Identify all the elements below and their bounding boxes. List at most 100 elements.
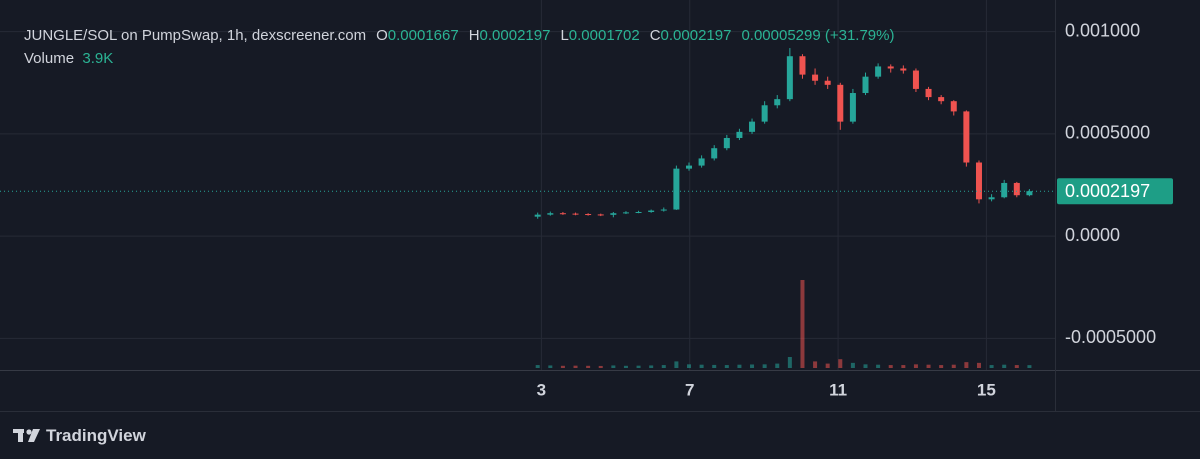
volume-bar bbox=[964, 362, 969, 368]
volume-bar bbox=[800, 280, 805, 368]
ohlc-value: 0.0002197 bbox=[479, 27, 551, 44]
candle-body bbox=[547, 213, 554, 215]
x-tick-label: 11 bbox=[829, 380, 847, 399]
x-tick-label: 3 bbox=[537, 380, 546, 399]
candle-body bbox=[1026, 191, 1033, 196]
volume-bar bbox=[825, 363, 830, 368]
volume-bar bbox=[623, 365, 628, 368]
volume-bar bbox=[535, 365, 540, 368]
volume-bar bbox=[548, 365, 553, 368]
candle-body bbox=[912, 70, 919, 89]
volume-bar bbox=[989, 365, 994, 368]
ohlc-key: C bbox=[649, 27, 661, 44]
last-price-box bbox=[1057, 178, 1173, 205]
ohlc-value: 0.0002197 bbox=[660, 27, 732, 44]
last-price-label: 0.0002197 bbox=[1065, 181, 1150, 201]
volume-bar bbox=[838, 359, 843, 368]
volume-bar bbox=[775, 363, 780, 368]
candle-body bbox=[673, 168, 680, 210]
candle-body bbox=[774, 99, 781, 106]
volume-bar bbox=[750, 364, 755, 368]
volume-bar bbox=[787, 357, 792, 368]
x-tick-label: 7 bbox=[685, 380, 694, 399]
candle-body bbox=[761, 105, 768, 122]
ohlc-key: H bbox=[468, 27, 480, 44]
candle-body bbox=[660, 209, 667, 211]
candle-body bbox=[597, 214, 604, 216]
ohlc-value: 0.0001667 bbox=[387, 27, 459, 44]
candle-body bbox=[837, 84, 844, 122]
candle-body bbox=[950, 101, 957, 112]
volume-bar bbox=[712, 364, 717, 368]
candle-body bbox=[635, 211, 642, 213]
ohlc-key: L bbox=[560, 27, 569, 44]
volume-line: Volume 3.9K bbox=[24, 47, 894, 70]
y-tick-label: 0.0000 bbox=[1065, 225, 1120, 245]
volume-bar bbox=[636, 365, 641, 368]
candle-body bbox=[711, 148, 718, 159]
volume-bar bbox=[686, 364, 691, 368]
y-tick-label: -0.0005000 bbox=[1065, 327, 1156, 347]
candle-body bbox=[685, 165, 692, 169]
volume-bar bbox=[661, 365, 666, 368]
volume-bar bbox=[573, 365, 578, 368]
candle-body bbox=[585, 214, 592, 216]
volume-bar bbox=[850, 362, 855, 368]
volume-bar bbox=[598, 365, 603, 368]
volume-bar bbox=[863, 364, 868, 368]
candle-body bbox=[799, 56, 806, 75]
volume-bar bbox=[724, 365, 729, 368]
candle-body bbox=[975, 162, 982, 200]
volume-bar bbox=[888, 365, 893, 368]
volume-bar bbox=[762, 364, 767, 368]
candle-body bbox=[925, 88, 932, 98]
y-tick-label: 0.001000 bbox=[1065, 20, 1140, 40]
volume-bar bbox=[611, 365, 616, 368]
volume-bar bbox=[586, 365, 591, 368]
candle-body bbox=[698, 158, 705, 166]
chart-title: JUNGLE/SOL on PumpSwap, 1h, dexscreener.… bbox=[24, 27, 367, 44]
volume-bar bbox=[699, 364, 704, 368]
volume-bar bbox=[876, 364, 881, 368]
volume-bar bbox=[901, 365, 906, 368]
candle-body bbox=[824, 80, 831, 85]
volume-bar bbox=[674, 361, 679, 368]
candle-body bbox=[736, 131, 743, 138]
candle-body bbox=[812, 74, 819, 81]
volume-value: 3.9K bbox=[82, 50, 114, 67]
candle-body bbox=[1001, 182, 1008, 198]
candle-body bbox=[938, 97, 945, 102]
change-pct: (+31.79%) bbox=[824, 27, 895, 44]
candle-body bbox=[875, 66, 882, 77]
volume-bar bbox=[1002, 364, 1007, 368]
candle-body bbox=[622, 212, 629, 214]
volume-bar bbox=[913, 364, 918, 368]
footer: TradingView bbox=[0, 411, 1200, 459]
header-line: JUNGLE/SOL on PumpSwap, 1h, dexscreener.… bbox=[24, 24, 894, 47]
ohlc-legend: O0.0001667 H0.0002197 L0.0001702 C0.0002197 bbox=[366, 27, 731, 44]
volume-bar bbox=[1027, 365, 1032, 368]
volume-bar bbox=[951, 364, 956, 368]
candle-body bbox=[887, 66, 894, 69]
candle-body bbox=[559, 213, 566, 215]
candle-body bbox=[648, 210, 655, 212]
volume-label: Volume bbox=[24, 50, 75, 67]
candle-body bbox=[610, 213, 617, 215]
candle-body bbox=[749, 121, 756, 132]
volume-bar bbox=[737, 364, 742, 368]
volume-bar bbox=[813, 361, 818, 368]
candle-body bbox=[988, 197, 995, 200]
candle-body bbox=[900, 68, 907, 71]
candle-body bbox=[849, 93, 856, 122]
candle-body bbox=[572, 213, 579, 215]
candle-body bbox=[723, 137, 730, 149]
volume-bar bbox=[926, 364, 931, 368]
candle-body bbox=[534, 214, 541, 217]
volume-bar bbox=[649, 365, 654, 368]
change: 0.00005299 bbox=[741, 27, 821, 44]
candle-body bbox=[786, 56, 793, 100]
volume-bar bbox=[939, 365, 944, 368]
volume-bar bbox=[976, 362, 981, 368]
